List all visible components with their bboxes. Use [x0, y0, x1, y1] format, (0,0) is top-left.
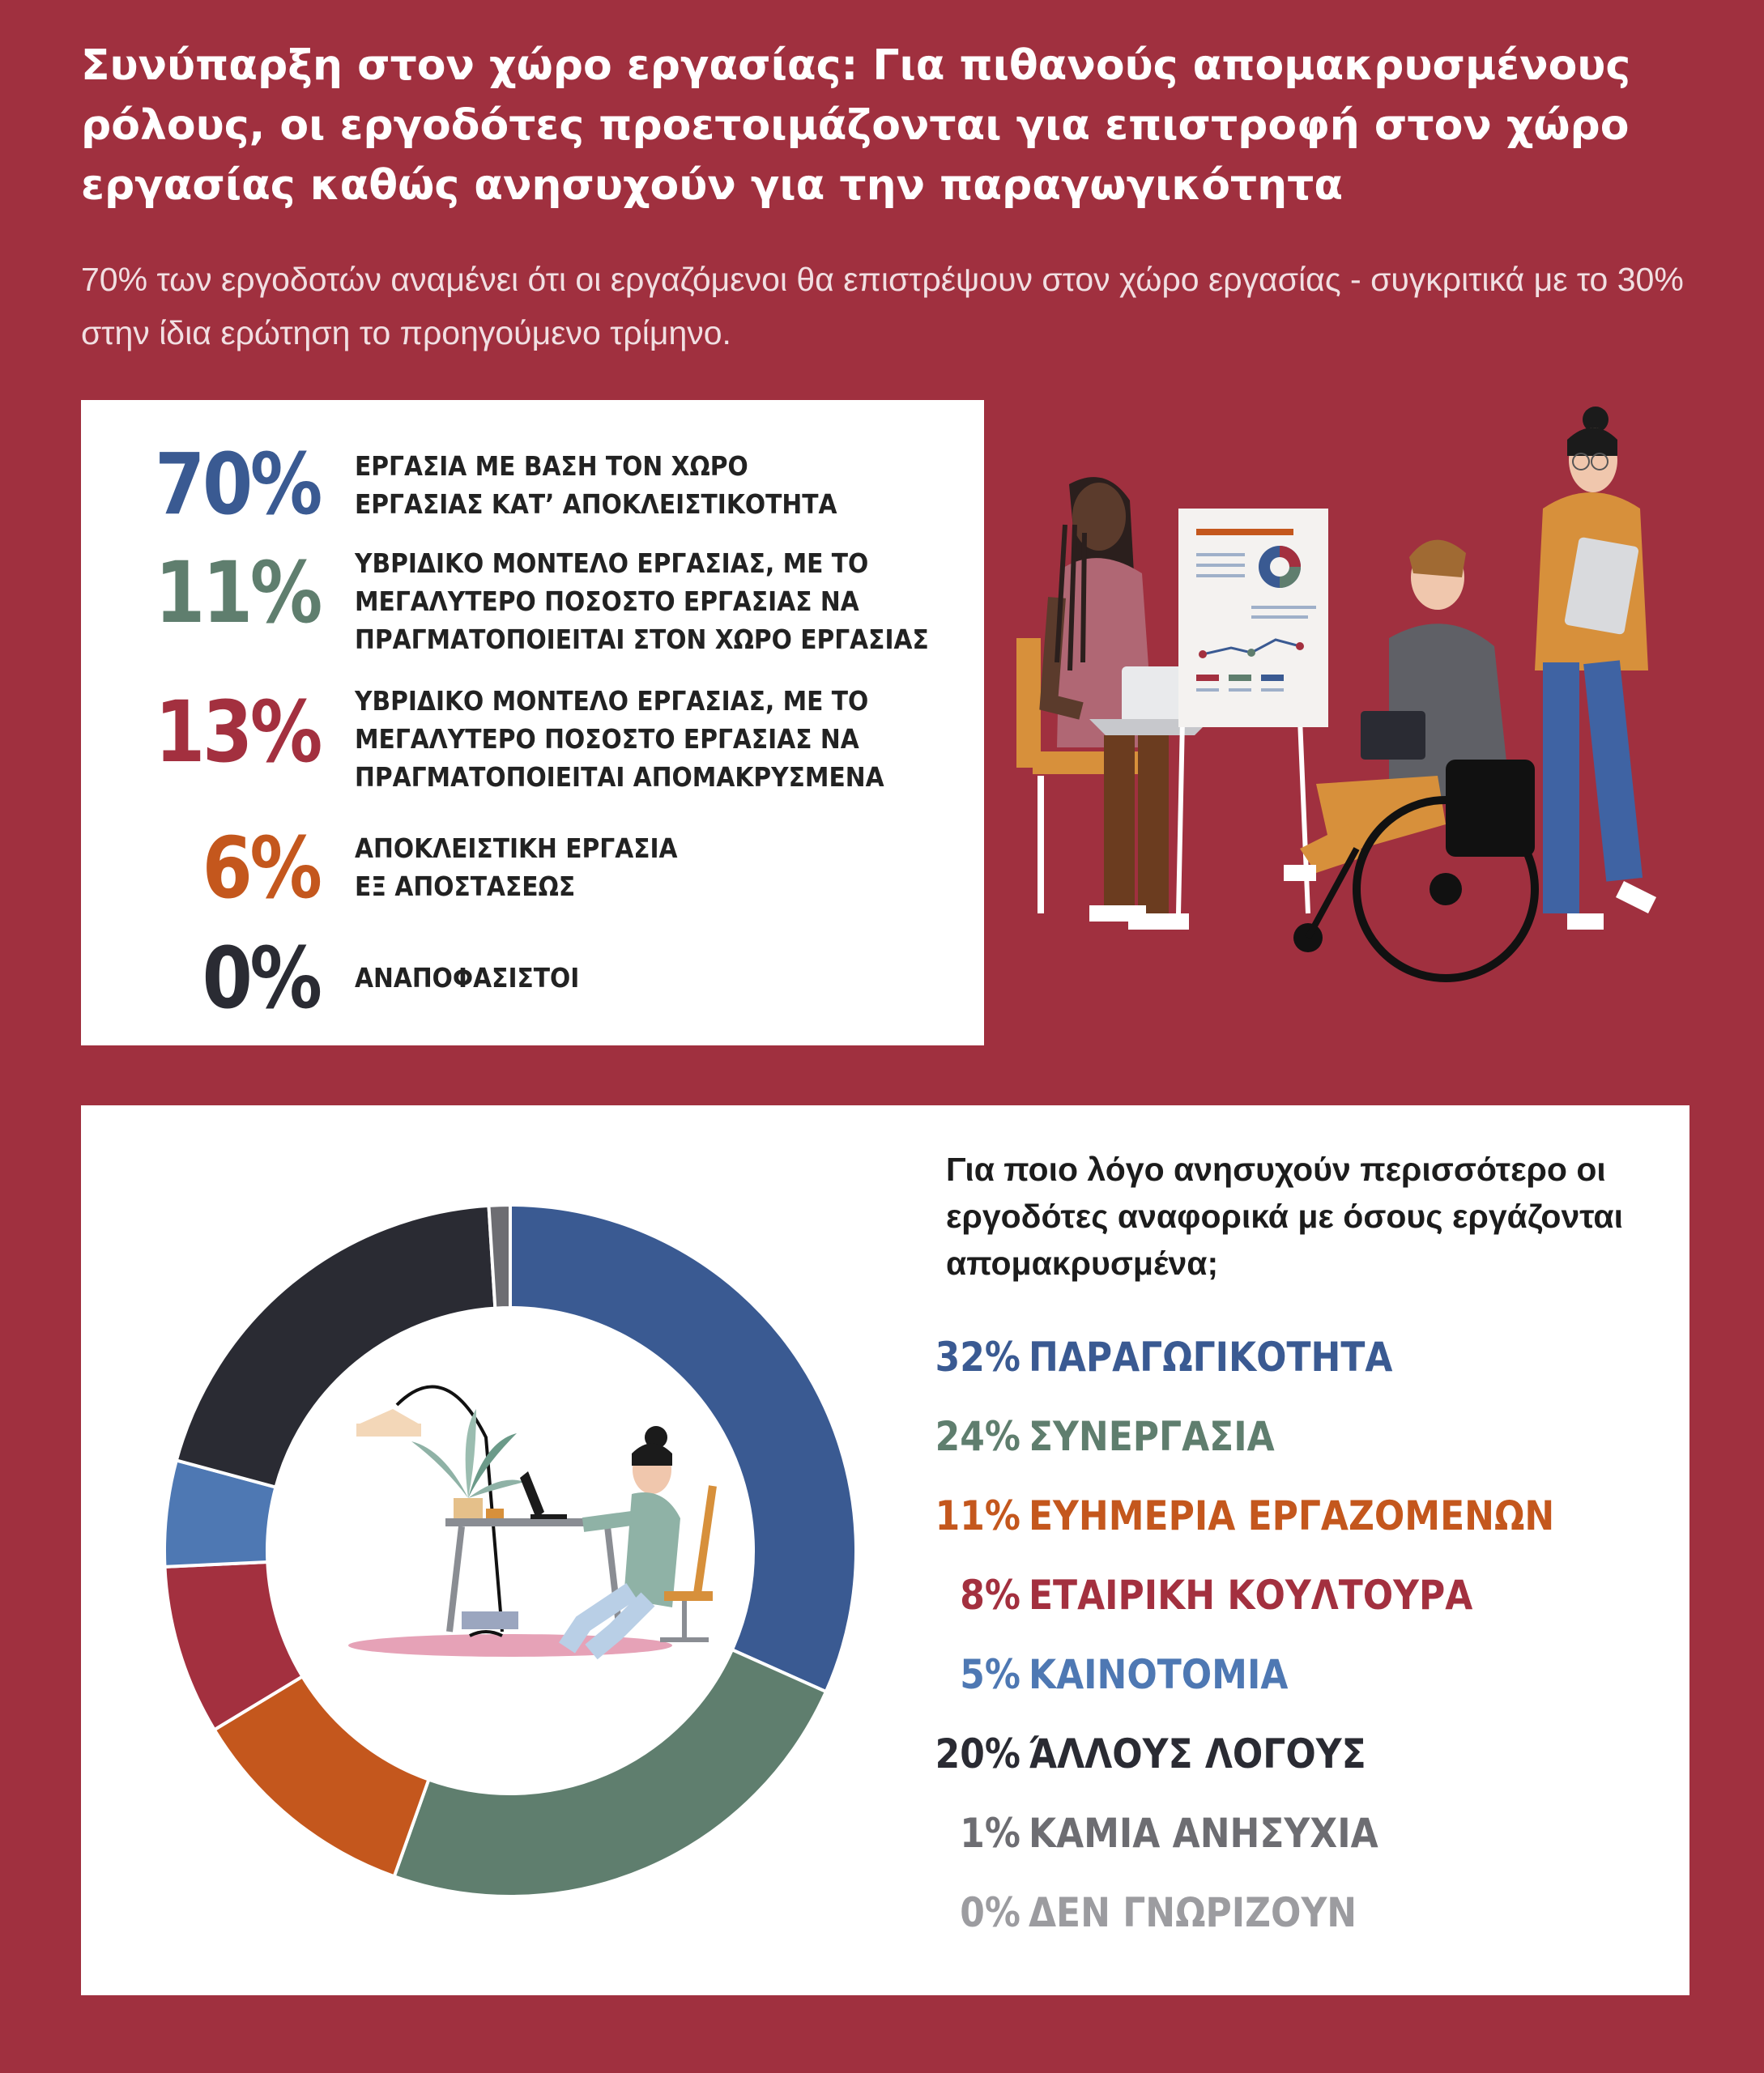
person-standing-icon	[1535, 407, 1656, 930]
stat-label: ΥΒΡΙΔΙΚΟ ΜΟΝΤΕΛΟ ΕΡΓΑΣΙΑΣ, ΜΕ ΤΟ ΜΕΓΑΛΥΤ…	[355, 685, 884, 793]
legend-label: ΕΥΗΜΕΡΙΑ ΕΡΓΑΖΟΜΕΝΩΝ	[1029, 1492, 1555, 1539]
rug-icon	[348, 1634, 672, 1657]
concerns-chart-panel: Για ποιο λόγο ανησυχούν περισσότερο οι ε…	[81, 1105, 1689, 1995]
chart-question: Για ποιο λόγο ανησυχούν περισσότερο οι ε…	[946, 1151, 1623, 1282]
legend-label: ΆΛΛΟΥΣ ΛΟΓΟΥΣ	[1029, 1730, 1366, 1777]
page-title: Συνύπαρξη στον χώρο εργασίας: Για πιθανο…	[81, 41, 1631, 210]
stat-label: ΕΡΓΑΣΙΑ ΜΕ ΒΑΣΗ ΤΟΝ ΧΩΡΟ ΕΡΓΑΣΙΑΣ ΚΑΤ’ Α…	[355, 450, 837, 520]
legend-percent: 0%	[960, 1889, 1020, 1936]
legend-percent: 20%	[935, 1730, 1020, 1777]
stat-value: 11%	[155, 543, 322, 642]
person-at-desk-icon	[559, 1426, 717, 1660]
stat-label: ΑΝΑΠΟΦΑΣΙΣΤΟΙ	[355, 962, 580, 994]
legend-label: ΔΕΝ ΓΝΩΡΙΖΟΥΝ	[1029, 1889, 1357, 1936]
stat-value: 6%	[202, 819, 322, 917]
page-subtitle: 70% των εργοδοτών αναμένει ότι οι εργαζό…	[81, 261, 1684, 351]
legend-label: ΕΤΑΙΡΙΚΗ ΚΟΥΛΤΟΥΡΑ	[1029, 1572, 1473, 1619]
lamp-icon	[356, 1385, 504, 1637]
monitor-icon	[520, 1471, 567, 1519]
work-model-stats-panel: 70% ΕΡΓΑΣΙΑ ΜΕ ΒΑΣΗ ΤΟΝ ΧΩΡΟ ΕΡΓΑΣΙΑΣ ΚΑ…	[81, 400, 984, 1045]
legend-percent: 5%	[960, 1651, 1020, 1698]
legend-percent: 8%	[960, 1572, 1020, 1619]
legend-label: ΚΑΙΝΟΤΟΜΙΑ	[1029, 1651, 1289, 1698]
legend-label: ΚΑΜΙΑ ΑΝΗΣΥΧΙΑ	[1029, 1810, 1378, 1857]
plant-icon	[411, 1409, 525, 1521]
donut-slice-6	[174, 1203, 497, 1490]
concerns-donut-chart	[163, 1203, 858, 1898]
person-seated-icon	[1039, 477, 1189, 930]
desk-icon	[445, 1509, 624, 1632]
stat-value: 13%	[155, 683, 322, 781]
stat-label: ΑΠΟΚΛΕΙΣΤΙΚΗ ΕΡΓΑΣΙΑ ΕΞ ΑΠΟΣΤΑΣΕΩΣ	[355, 832, 678, 902]
donut-slice-1	[509, 1203, 858, 1694]
stat-label: ΥΒΡΙΔΙΚΟ ΜΟΝΤΕΛΟ ΕΡΓΑΣΙΑΣ, ΜΕ ΤΟ ΜΕΓΑΛΥΤ…	[355, 547, 929, 655]
office-team-illustration	[1016, 407, 1656, 982]
donut-slices	[163, 1203, 858, 1898]
stat-value: 0%	[202, 929, 322, 1028]
legend-percent: 1%	[960, 1810, 1020, 1857]
donut-slice-2	[392, 1647, 829, 1898]
presentation-board-icon	[1176, 509, 1328, 914]
legend-percent: 24%	[935, 1413, 1020, 1460]
donut-slice-7	[487, 1203, 512, 1310]
wheelchair-user-icon	[1284, 539, 1539, 982]
stat-value: 70%	[155, 435, 322, 534]
legend-percent: 11%	[935, 1492, 1020, 1539]
legend-label: ΠΑΡΑΓΩΓΙΚΟΤΗΤΑ	[1029, 1334, 1393, 1381]
legend-percent: 32%	[935, 1334, 1020, 1381]
remote-worker-illustration	[348, 1385, 717, 1660]
legend-label: ΣΥΝΕΡΓΑΣΙΑ	[1029, 1413, 1275, 1460]
